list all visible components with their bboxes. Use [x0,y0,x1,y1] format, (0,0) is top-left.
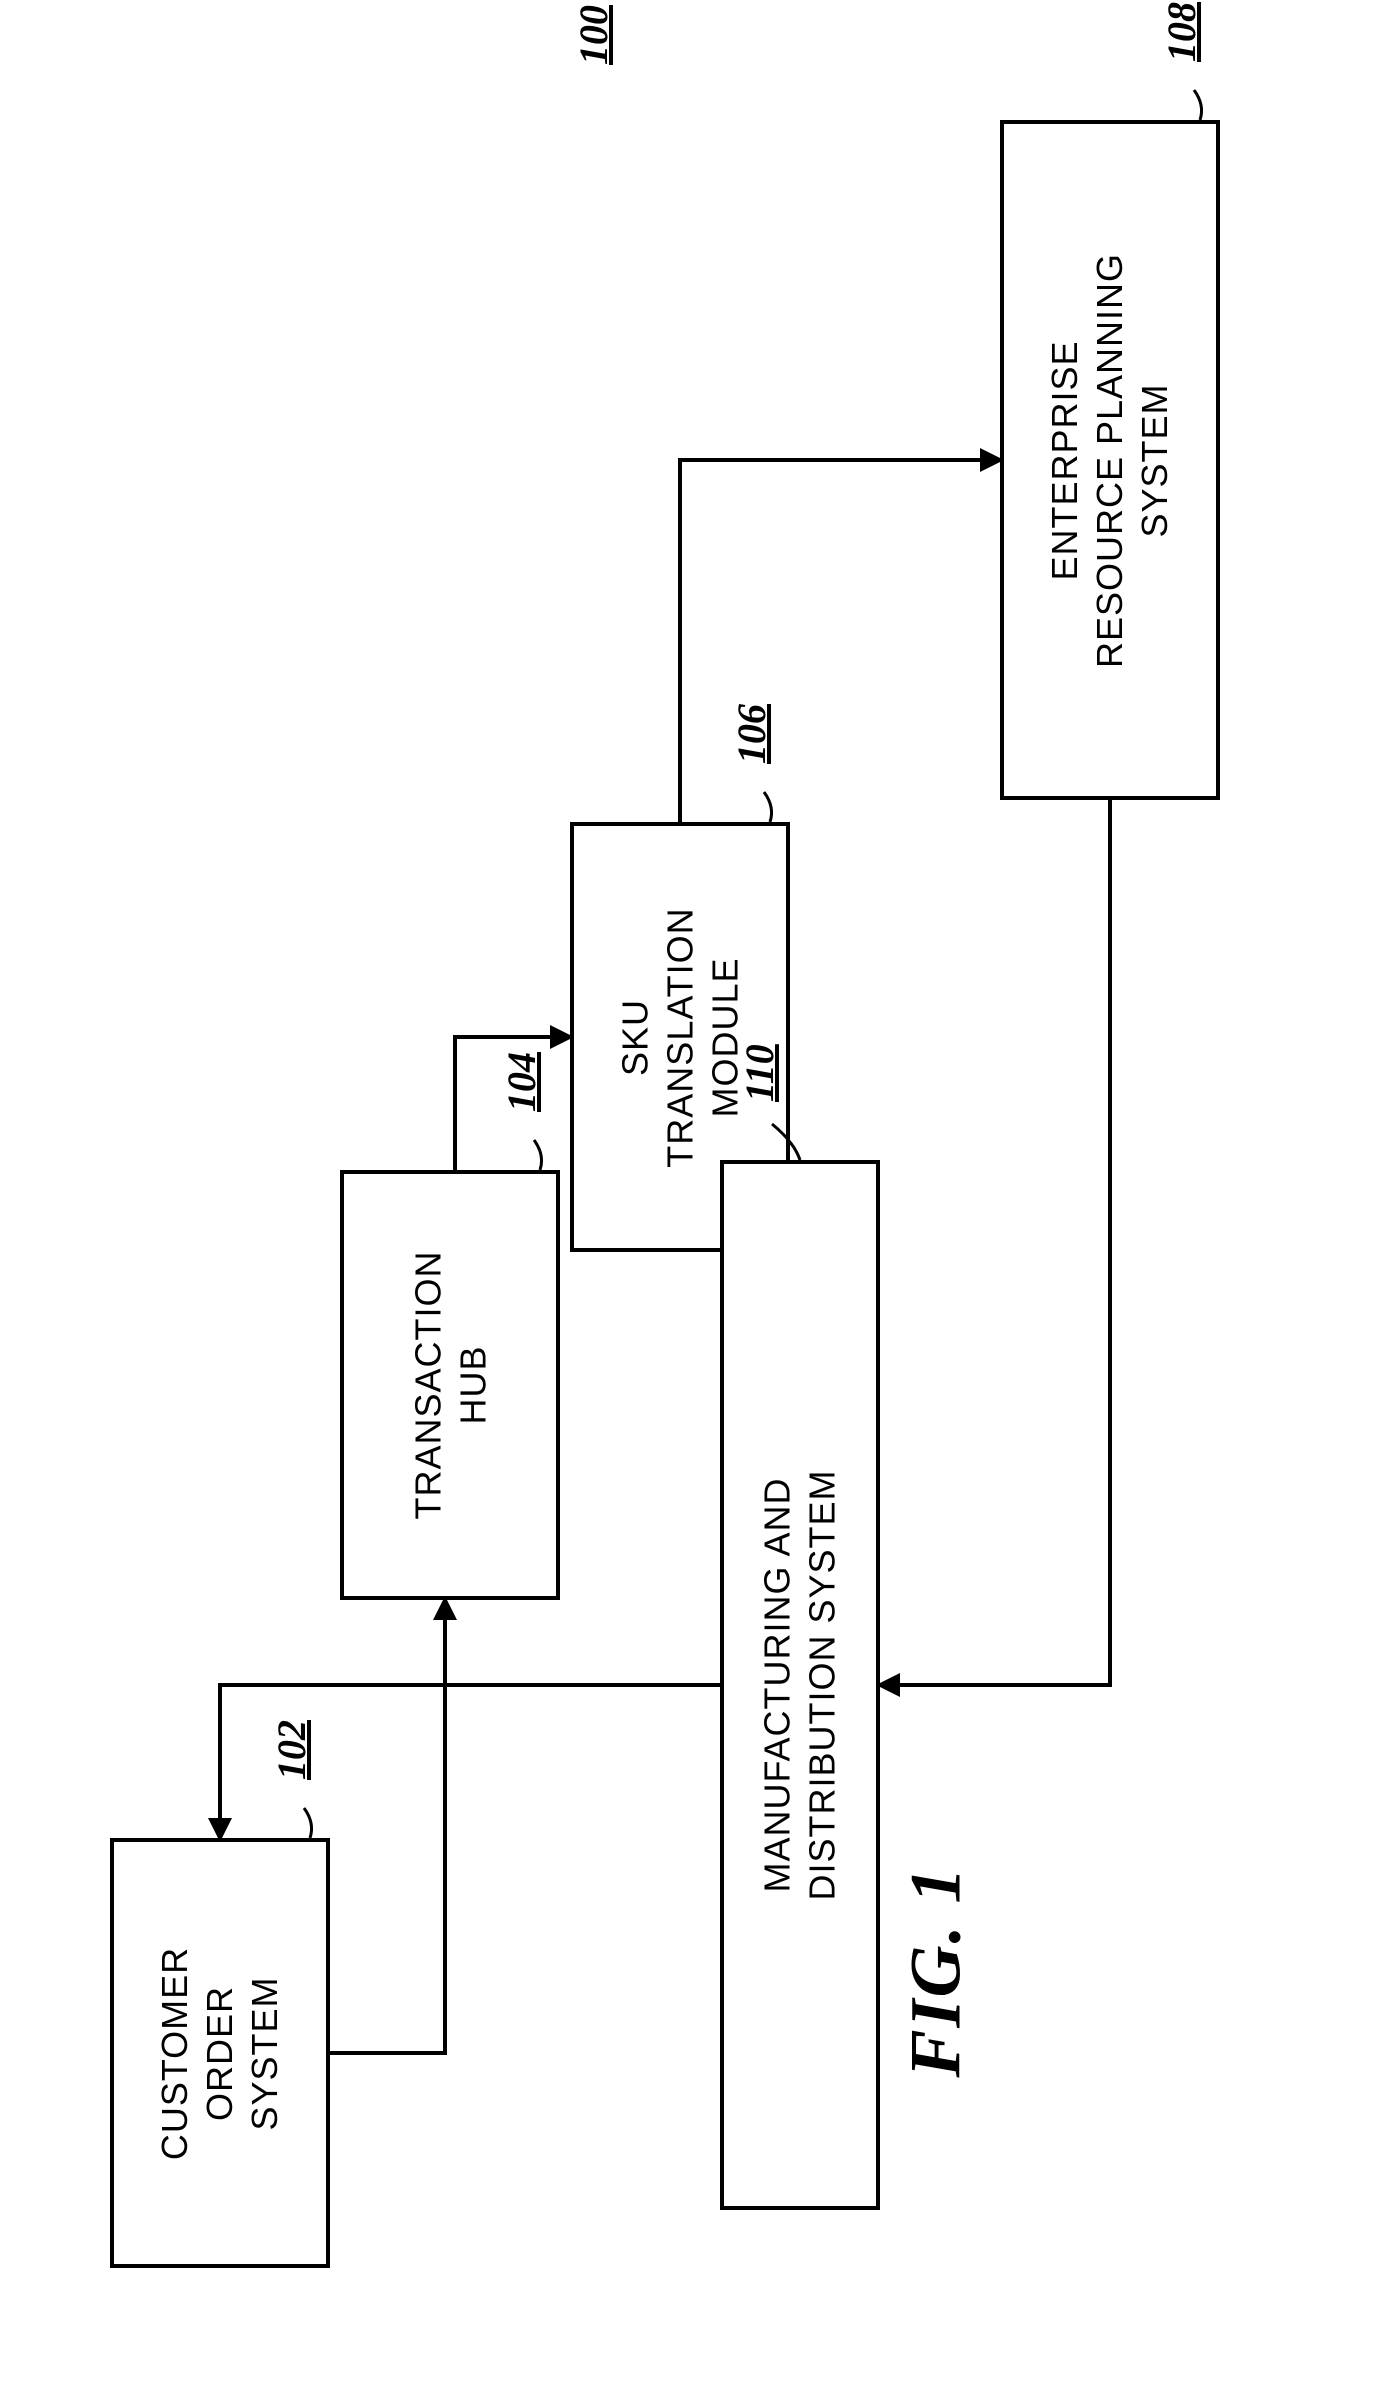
node-label-mfg-dist-system: MANUFACTURING AND DISTRIBUTION SYSTEM [755,1469,845,1900]
node-customer-order-system: CUSTOMER ORDER SYSTEM [110,1838,330,2268]
node-mfg-dist-system: MANUFACTURING AND DISTRIBUTION SYSTEM [720,1160,880,2210]
ref-transaction-hub: 104 [498,1052,545,1112]
leader-sku-translation-module [764,792,772,822]
node-label-transaction-hub: TRANSACTION HUB [405,1250,495,1519]
node-label-sku-translation-module: SKU TRANSLATION MODULE [613,907,748,1167]
ref-customer-order-system: 102 [268,1720,315,1780]
edge-sku-translation-module-to-erp-system [680,460,1000,822]
edge-customer-order-system-to-transaction-hub [330,1600,445,2053]
edge-erp-system-to-mfg-dist-system [880,800,1110,1685]
ref-mfg-dist-system: 110 [736,1044,783,1102]
leader-transaction-hub [534,1140,542,1170]
diagram-canvas: CUSTOMER ORDER SYSTEM 102 TRANSACTION HUB 1… [0,0,1382,2391]
node-label-customer-order-system: CUSTOMER ORDER SYSTEM [153,1946,288,2159]
node-erp-system: ENTERPRISE RESOURCE PLANNING SYSTEM [1000,120,1220,800]
ref-erp-system: 108 [1158,2,1205,62]
leader-erp-system [1194,90,1202,120]
node-transaction-hub: TRANSACTION HUB [340,1170,560,1600]
diagram-ref-number: 100 [570,5,617,65]
figure-label: FIG. 1 [895,1865,978,2077]
leader-customer-order-system [304,1808,312,1838]
ref-sku-translation-module: 106 [728,704,775,764]
node-label-erp-system: ENTERPRISE RESOURCE PLANNING SYSTEM [1043,252,1178,667]
